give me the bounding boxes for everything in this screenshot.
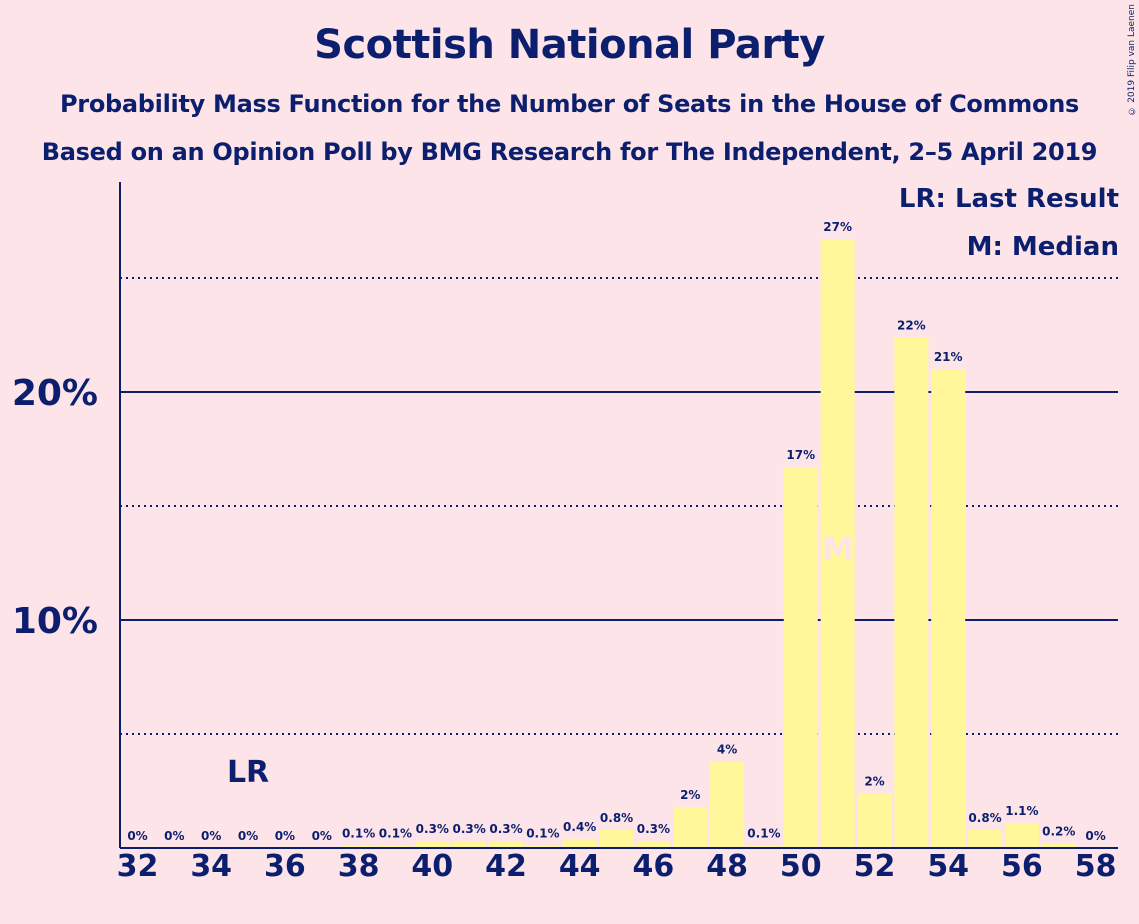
bar [562, 838, 597, 848]
data-label: 0.3% [489, 822, 522, 836]
y-tick-label: 20% [12, 373, 98, 414]
data-label: 0.8% [600, 811, 633, 825]
data-label: 0.8% [968, 811, 1001, 825]
bar [857, 793, 892, 848]
x-tick-label: 56 [1001, 849, 1043, 884]
median-marker: M [822, 530, 854, 568]
bar [894, 337, 929, 848]
data-label: 0% [238, 829, 258, 843]
bar [931, 369, 966, 848]
data-label: 27% [823, 220, 852, 234]
bar [968, 829, 1003, 848]
legend-last-result: LR: Last Result [898, 184, 1119, 214]
bar [746, 845, 781, 848]
bar [341, 845, 376, 848]
data-label: 0.1% [379, 827, 412, 841]
data-label: 0% [312, 829, 332, 843]
data-label: 0.3% [416, 822, 449, 836]
bar [636, 841, 671, 848]
data-label: 0% [1085, 829, 1105, 843]
x-tick-label: 54 [927, 849, 969, 884]
x-tick-label: 48 [706, 849, 748, 884]
data-label: 0.3% [637, 822, 670, 836]
data-label: 0.3% [453, 822, 486, 836]
x-tick-label: 32 [117, 849, 159, 884]
chart-title: Scottish National Party [314, 22, 825, 68]
bar [378, 845, 413, 848]
bar [525, 845, 560, 848]
data-label: 2% [864, 774, 884, 788]
data-label: 0.1% [747, 827, 780, 841]
data-label: 0% [127, 829, 147, 843]
y-tick-label: 10% [12, 601, 98, 642]
x-tick-label: 52 [854, 849, 896, 884]
bar [673, 806, 708, 848]
x-tick-label: 50 [780, 849, 822, 884]
bar [710, 761, 745, 848]
data-label: 0.1% [342, 827, 375, 841]
data-label: 0% [275, 829, 295, 843]
bar [1041, 843, 1076, 848]
x-tick-label: 46 [633, 849, 675, 884]
data-label: 0% [164, 829, 184, 843]
data-label: 0% [201, 829, 221, 843]
data-label: 0.4% [563, 820, 596, 834]
data-label: 2% [680, 788, 700, 802]
bar [820, 239, 855, 849]
x-tick-label: 38 [338, 849, 380, 884]
legend-median: M: Median [966, 232, 1119, 262]
bar [599, 829, 634, 848]
x-tick-label: 44 [559, 849, 601, 884]
last-result-marker: LR [227, 755, 269, 790]
x-tick-label: 58 [1075, 849, 1117, 884]
x-tick-label: 42 [485, 849, 527, 884]
bar [415, 841, 450, 848]
data-label: 0.1% [526, 827, 559, 841]
data-label: 22% [897, 318, 926, 332]
bar [783, 467, 818, 848]
data-label: 1.1% [1005, 804, 1038, 818]
bar [452, 841, 487, 848]
x-tick-label: 40 [411, 849, 453, 884]
x-tick-label: 36 [264, 849, 306, 884]
bar [1004, 822, 1039, 848]
data-label: 21% [934, 350, 963, 364]
data-label: 4% [717, 742, 737, 756]
chart-subtitle-source: Based on an Opinion Poll by BMG Research… [41, 138, 1098, 166]
data-label: 0.2% [1042, 824, 1075, 838]
chart-subtitle: Probability Mass Function for the Number… [60, 90, 1079, 118]
x-tick-label: 34 [190, 849, 232, 884]
data-label: 17% [786, 448, 815, 462]
bar [489, 841, 523, 848]
